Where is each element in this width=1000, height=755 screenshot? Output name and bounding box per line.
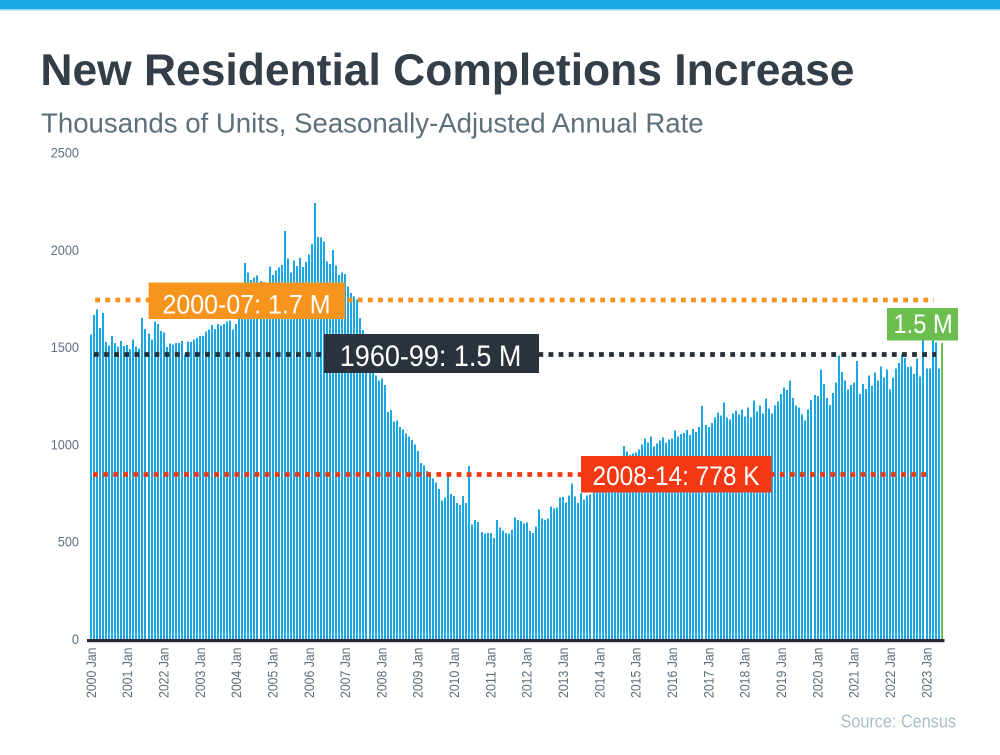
svg-text:2022 Jan: 2022 Jan [157, 648, 172, 699]
svg-text:2023 Jan: 2023 Jan [919, 648, 934, 699]
svg-text:2014 Jan: 2014 Jan [592, 648, 607, 699]
svg-text:2500: 2500 [51, 145, 79, 161]
svg-text:2015 Jan: 2015 Jan [629, 648, 644, 699]
svg-text:1000: 1000 [51, 436, 79, 452]
svg-text:2019 Jan: 2019 Jan [774, 648, 789, 699]
svg-text:Source: Census: Source: Census [841, 711, 957, 731]
svg-text:2012 Jan: 2012 Jan [520, 648, 535, 699]
svg-text:2021 Jan: 2021 Jan [847, 648, 862, 699]
svg-text:2020 Jan: 2020 Jan [810, 648, 825, 699]
svg-text:2022 Jan: 2022 Jan [883, 648, 898, 699]
svg-text:2010 Jan: 2010 Jan [447, 648, 462, 699]
svg-text:2013 Jan: 2013 Jan [556, 648, 571, 699]
svg-text:1.5 M: 1.5 M [894, 309, 953, 339]
svg-text:2006 Jan: 2006 Jan [302, 648, 317, 699]
svg-text:1960-99: 1.5 M: 1960-99: 1.5 M [340, 340, 522, 373]
svg-text:1500: 1500 [51, 339, 79, 355]
svg-text:New Residential Completions In: New Residential Completions Increase [40, 46, 854, 95]
svg-text:2017 Jan: 2017 Jan [701, 648, 716, 699]
svg-text:2008 Jan: 2008 Jan [374, 648, 389, 699]
svg-text:2008-14: 778 K: 2008-14: 778 K [593, 461, 760, 491]
svg-text:0: 0 [72, 631, 79, 647]
svg-text:Thousands of Units, Seasonally: Thousands of Units, Seasonally-Adjusted … [41, 107, 704, 138]
svg-text:2000 Jan: 2000 Jan [84, 648, 99, 699]
svg-text:2004 Jan: 2004 Jan [229, 648, 244, 699]
svg-text:2009 Jan: 2009 Jan [411, 648, 426, 699]
svg-text:2000-07: 1.7 M: 2000-07: 1.7 M [163, 289, 331, 319]
svg-text:2001 Jan: 2001 Jan [120, 648, 135, 699]
svg-text:2000: 2000 [51, 242, 79, 258]
svg-text:2016 Jan: 2016 Jan [665, 648, 680, 699]
svg-text:2005 Jan: 2005 Jan [265, 648, 280, 699]
svg-text:2018 Jan: 2018 Jan [738, 648, 753, 699]
svg-text:2007 Jan: 2007 Jan [338, 648, 353, 699]
svg-text:500: 500 [58, 534, 79, 550]
svg-text:2011 Jan: 2011 Jan [483, 648, 498, 699]
svg-text:2003 Jan: 2003 Jan [193, 648, 208, 699]
